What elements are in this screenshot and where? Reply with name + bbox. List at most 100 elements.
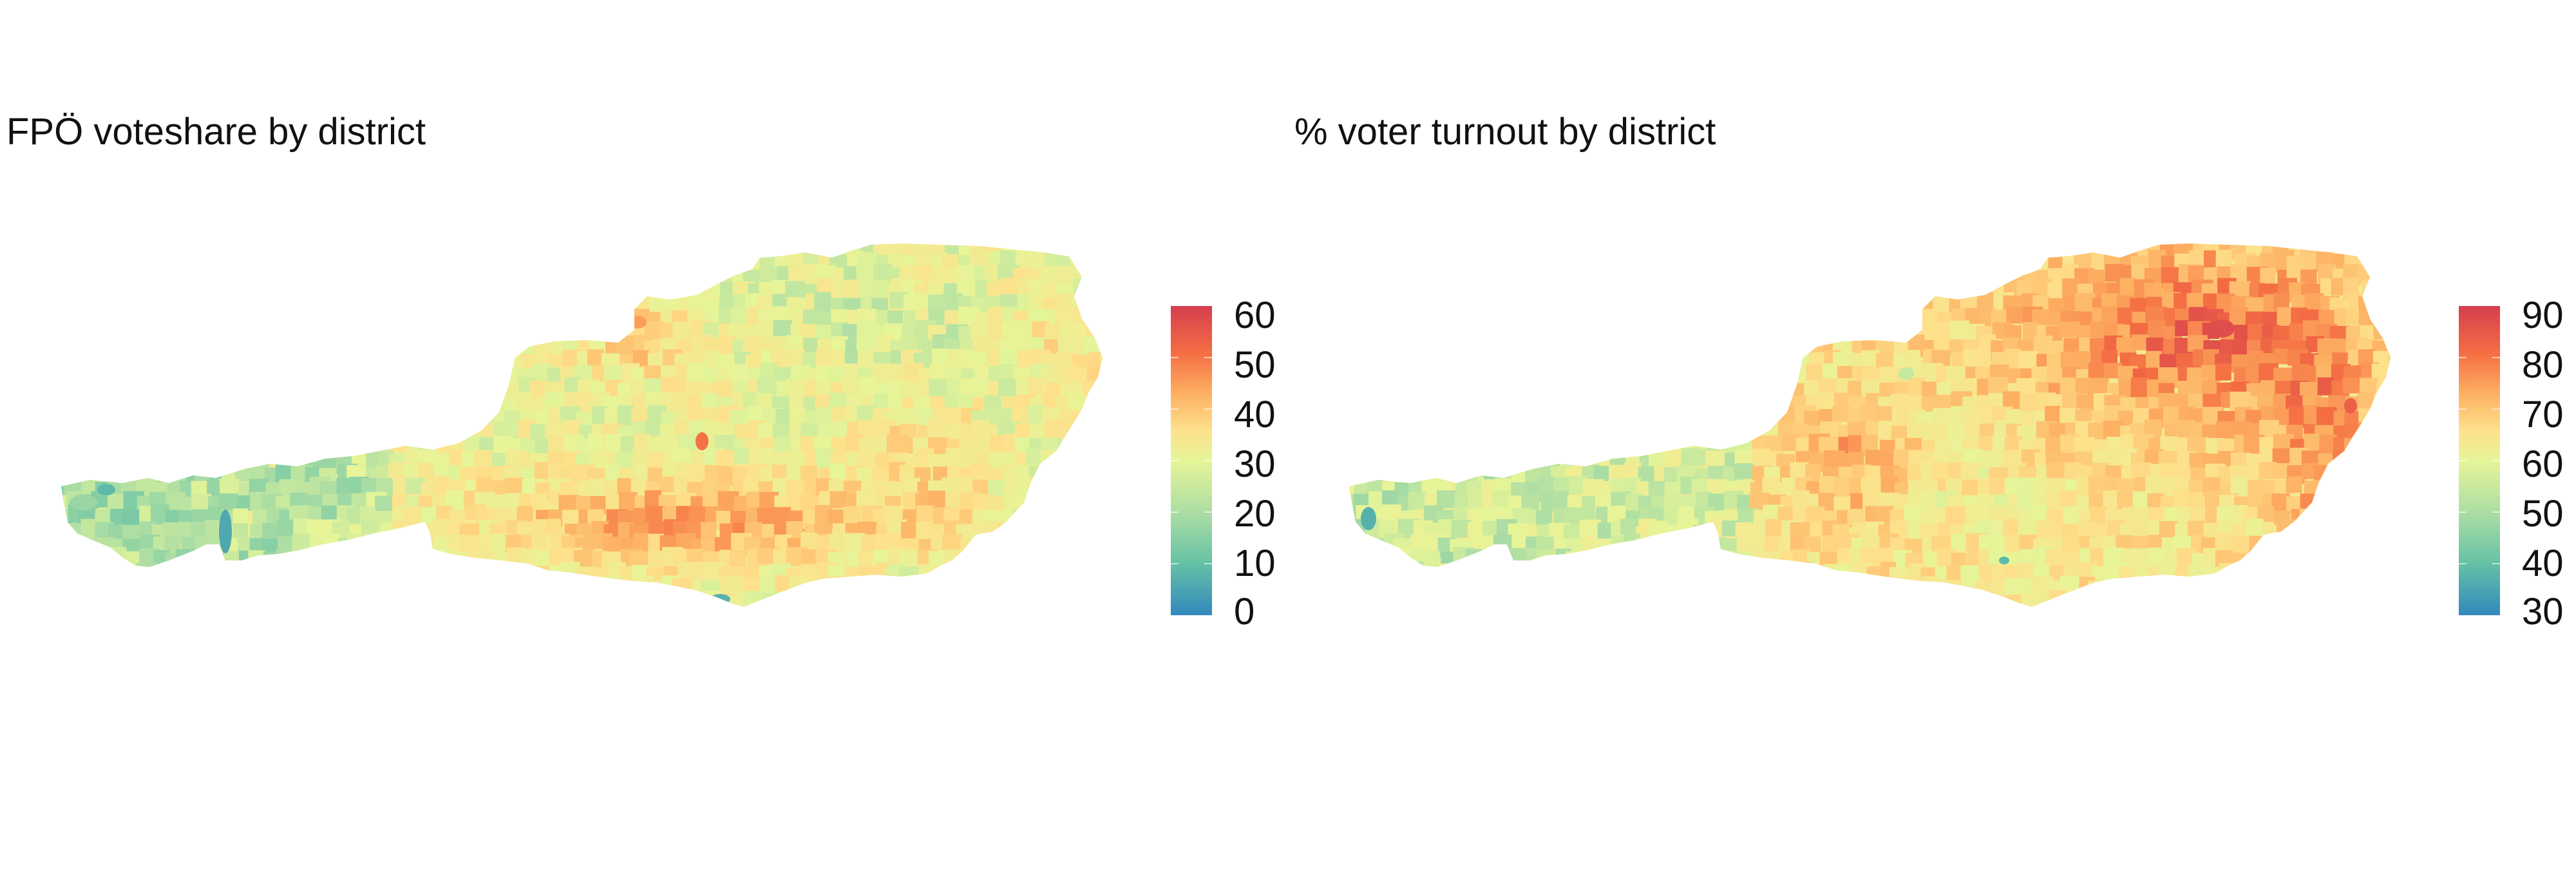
district-cell [307,553,328,575]
district-cell [290,294,308,316]
district-cell [1620,405,1638,427]
district-cell [463,334,479,354]
district-cell [1511,565,1530,584]
district-cell [662,593,679,607]
district-cell [64,294,82,315]
district-cell [1639,350,1656,372]
district-cell [450,340,469,360]
district-cell [1536,321,1556,342]
district-cell [1946,278,1969,299]
district-cell [1101,295,1103,315]
district-cell [1084,521,1102,543]
district-cell [1483,326,1504,344]
district-cell [545,519,562,535]
district-cell [985,496,1005,512]
district-cell [218,334,240,351]
district-cell [450,595,471,607]
district-cell [252,579,274,600]
district-cell [714,381,732,399]
district-cell [77,437,95,459]
district-cell [432,326,455,343]
district-cell [332,244,354,255]
district-cell [1098,448,1103,465]
district-cell [1349,452,1362,472]
district-cell [1454,253,1475,274]
district-cell [106,593,127,607]
district-cell [1690,354,1710,373]
district-cell [180,321,202,340]
district-cell [1634,581,1653,600]
district-cell [1904,608,1922,629]
district-cell [61,561,73,582]
district-cell [2175,577,2196,597]
district-cell [1097,323,1103,345]
district-cell [2162,593,2182,607]
district-cell [1579,407,1599,428]
district-cell [61,508,68,526]
district-cell [1692,244,1715,260]
district-cell [629,316,647,329]
district-cell [493,594,513,607]
district-cell [1454,393,1475,415]
district-cell [1350,451,1372,468]
district-cell [1370,549,1389,569]
district-cell [390,606,411,607]
district-cell [2315,547,2336,569]
district-cell [1666,336,1687,356]
district-cell [1367,254,1386,272]
district-cell [1549,435,1567,452]
district-cell [1351,463,1372,480]
district-cell [1895,266,1912,288]
district-cell [346,422,364,440]
district-cell [1667,268,1687,286]
district-cell [1691,423,1710,441]
district-cell [2271,567,2287,589]
district-cell [1351,293,1372,311]
district-cell [194,297,211,316]
district-cell [1086,605,1103,607]
district-cell [1583,265,1605,282]
district-cell [162,580,184,599]
district-cell [1407,253,1428,271]
district-cell [334,351,356,368]
district-cell [1780,607,1801,624]
district-cell [1525,610,1541,631]
district-cell [1084,533,1103,551]
district-cell [1088,550,1103,566]
district-cell [379,380,401,396]
district-cell [120,353,138,370]
district-cell [1866,579,1883,598]
district-cell [1056,575,1074,593]
district-cell [51,610,69,630]
district-cell [2005,244,2024,258]
district-cell [873,244,891,254]
district-cell [2132,463,2152,479]
district-cell [2145,590,2164,606]
district-cell [1806,566,1823,588]
district-cell [80,552,102,569]
district-cell [1681,353,1700,370]
district-cell [195,378,214,395]
district-cell [1582,255,1599,274]
district-cell [61,295,70,314]
district-cell [732,609,750,629]
district-cell [2388,481,2391,501]
district-cell [361,379,377,396]
district-cell [275,309,292,327]
district-cell [248,408,266,430]
district-cell [389,307,408,328]
district-cell [1836,269,1853,290]
district-cell [349,321,371,342]
district-cell [1821,281,1838,301]
district-cell [1524,589,1546,607]
district-cell [2103,593,2123,607]
district-cell [2246,244,2262,256]
district-cell [64,538,86,559]
district-cell [362,320,381,338]
district-cell [137,268,155,289]
district-cell [1724,425,1745,443]
district-cell [96,249,116,268]
district-cell [181,580,197,600]
district-cell [1102,439,1103,457]
district-cell [2372,463,2389,479]
